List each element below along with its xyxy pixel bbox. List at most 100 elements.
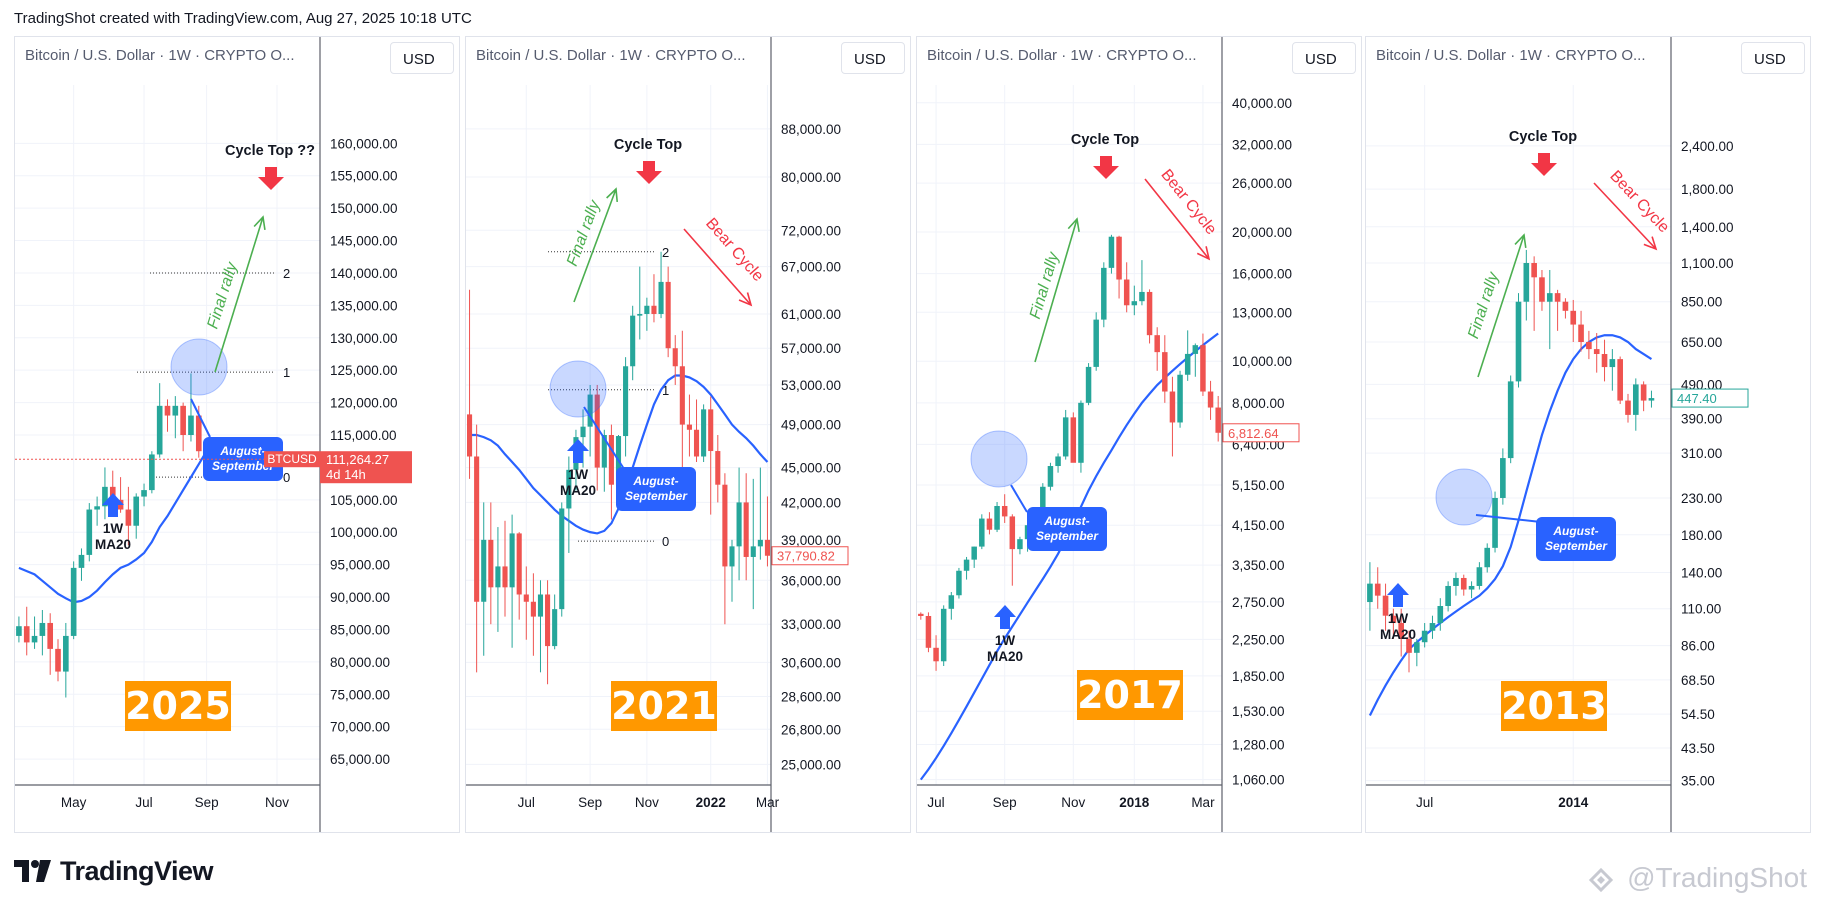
- countdown-label: 4d 14h: [326, 467, 366, 482]
- currency-button[interactable]: USD: [1741, 42, 1805, 74]
- candle-body: [1421, 630, 1428, 643]
- candle-body: [637, 313, 643, 316]
- currency-button[interactable]: USD: [390, 42, 454, 74]
- symbol-title[interactable]: Bitcoin / U.S. Dollar · 1W · CRYPTO O...: [1376, 47, 1646, 64]
- candle-body: [1017, 539, 1023, 550]
- symbol-title[interactable]: Bitcoin / U.S. Dollar · 1W · CRYPTO O...: [476, 47, 746, 64]
- bear-cycle-arrow-head-icon: [1643, 236, 1658, 251]
- chart-canvas-2017: 40,000.00 32,000.00 26,000.00 20,000.00 16,0…: [917, 37, 1300, 832]
- candle-body: [1562, 301, 1569, 311]
- fib-level-label: 2: [662, 245, 669, 260]
- candle-body: [1617, 359, 1623, 401]
- chart-panel-2025[interactable]: 160,000.00 155,000.00 150,000.00 145,000.00…: [14, 36, 460, 833]
- x-tick-label: Sep: [993, 795, 1017, 810]
- currency-button[interactable]: USD: [1292, 42, 1356, 74]
- candle-body: [686, 424, 692, 430]
- candle-body: [587, 394, 593, 427]
- candle-body: [701, 409, 707, 457]
- candle-body: [1001, 505, 1008, 517]
- year-badge-label: 2021: [611, 684, 717, 728]
- chart-panel-2021[interactable]: 88,000.00 80,000.00 72,000.00 67,000.00 61,0…: [465, 36, 911, 833]
- last-price-tag: [1222, 423, 1300, 443]
- candle-body: [1207, 391, 1214, 408]
- tradingview-logo[interactable]: TradingView: [14, 854, 214, 888]
- candle-body: [743, 502, 749, 557]
- ma-up-arrow-icon: [1387, 583, 1409, 607]
- candle-body: [1406, 638, 1412, 653]
- candle-body: [141, 490, 147, 497]
- y-tick-label: 135,000.00: [330, 298, 398, 313]
- y-tick-label: 4,150.00: [1232, 518, 1285, 533]
- candle-body: [1177, 374, 1183, 423]
- y-tick-label: 140,000.00: [330, 266, 398, 281]
- y-tick-label: 10,000.00: [1232, 354, 1292, 369]
- ma-label: 1W: [995, 633, 1016, 648]
- candle-body: [466, 414, 473, 457]
- y-tick-label: 40,000.00: [1232, 96, 1292, 111]
- cycle-top-down-arrow-icon: [1531, 153, 1557, 176]
- symbol-title[interactable]: Bitcoin / U.S. Dollar · 1W · CRYPTO O...: [927, 47, 1197, 64]
- candle-body: [1453, 577, 1459, 586]
- candle-body: [1546, 293, 1553, 302]
- x-tick-label: 2014: [1558, 795, 1589, 810]
- candle-body: [1078, 402, 1084, 463]
- candle-body: [1570, 310, 1577, 325]
- candle-body: [488, 539, 494, 588]
- candle-body: [1468, 585, 1475, 590]
- ma-label: 1W: [1388, 611, 1409, 626]
- chart-panel-2013[interactable]: 2,400.00 1,800.00 1,400.00 1,100.00 850.00 65…: [1365, 36, 1811, 833]
- x-tick-label: Jul: [927, 795, 944, 810]
- candle-body: [16, 626, 22, 636]
- candle-body: [940, 608, 947, 662]
- x-tick-label: Jul: [135, 795, 152, 810]
- bear-cycle-label: Bear Cycle: [1606, 168, 1672, 237]
- candle-body: [1047, 466, 1054, 487]
- candle-body: [1445, 585, 1451, 607]
- y-tick-label: 67,000.00: [781, 260, 841, 275]
- candle-body: [1169, 391, 1176, 423]
- author-watermark: @TradingShot: [1587, 862, 1807, 894]
- season-callout-box: [616, 467, 696, 511]
- candle-body: [1632, 384, 1639, 415]
- y-tick-label: 1,060.00: [1232, 773, 1285, 788]
- year-badge: [611, 681, 717, 731]
- ma20-line: [18, 437, 216, 604]
- watermark-icon: [1589, 867, 1614, 892]
- candle-body: [933, 647, 939, 662]
- y-tick-label: 86.00: [1681, 639, 1715, 654]
- candle-body: [23, 626, 30, 643]
- y-tick-label: 1,280.00: [1232, 737, 1285, 752]
- candle-body: [1162, 352, 1168, 392]
- y-tick-label: 65,000.00: [330, 752, 390, 767]
- candle-body: [736, 502, 742, 547]
- y-tick-label: 100,000.00: [330, 525, 398, 540]
- symbol-title[interactable]: Bitcoin / U.S. Dollar · 1W · CRYPTO O...: [25, 47, 295, 64]
- candle-body: [1382, 595, 1389, 616]
- candle-body: [948, 595, 955, 609]
- y-tick-label: 155,000.00: [330, 169, 398, 184]
- currency-button[interactable]: USD: [841, 42, 905, 74]
- y-tick-label: 39,000.00: [781, 533, 841, 548]
- august-september-highlight: [970, 430, 1028, 488]
- last-price-label: 447.40: [1677, 391, 1717, 406]
- candle-body: [1539, 277, 1545, 302]
- candle-body: [1429, 623, 1436, 631]
- y-tick-label: 70,000.00: [330, 720, 390, 735]
- final-rally-arrow-line: [573, 188, 617, 303]
- candle-body: [1139, 291, 1145, 302]
- candle-body: [1374, 583, 1381, 596]
- candle-body: [1437, 606, 1444, 624]
- candle-body: [195, 415, 202, 452]
- candle-body: [623, 366, 629, 437]
- last-price-tag: [320, 451, 412, 484]
- candle-body: [63, 635, 69, 672]
- candle-body: [963, 559, 970, 571]
- y-tick-label: 1,800.00: [1681, 182, 1734, 197]
- y-tick-label: 28,600.00: [781, 689, 841, 704]
- bear-cycle-arrow-line: [1593, 182, 1657, 250]
- candle-body: [149, 454, 155, 491]
- chart-panel-2017[interactable]: 40,000.00 32,000.00 26,000.00 20,000.00 16,0…: [916, 36, 1362, 833]
- ma-up-arrow-icon: [102, 493, 124, 517]
- candle-body: [474, 456, 480, 602]
- y-tick-label: 26,000.00: [1232, 176, 1292, 191]
